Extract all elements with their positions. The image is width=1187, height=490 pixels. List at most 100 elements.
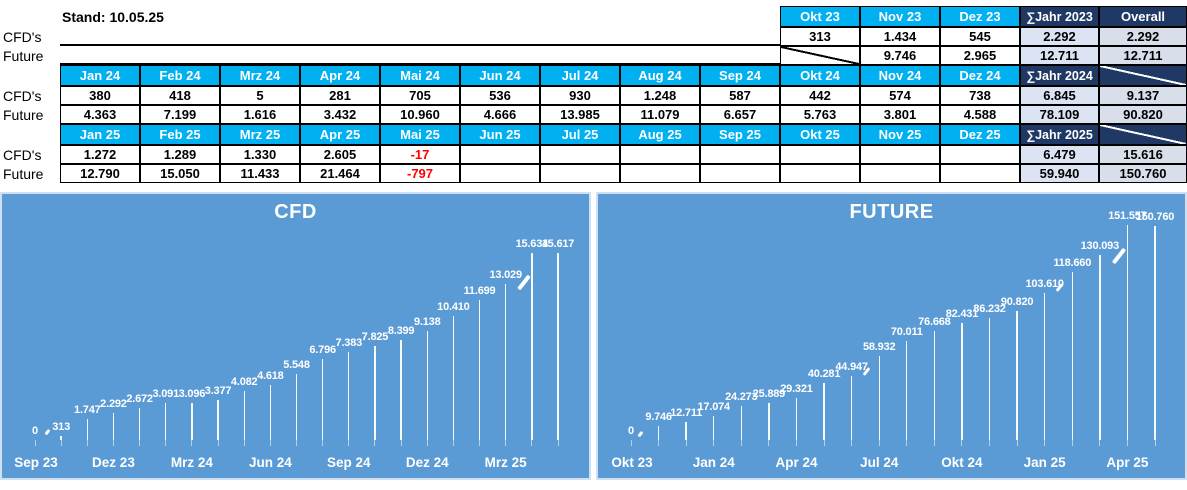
overall-value-cell[interactable]: 9.137: [1099, 86, 1187, 105]
cfd-row-label[interactable]: CFD's: [0, 145, 60, 164]
value-cell[interactable]: 7.199: [140, 105, 220, 124]
month-header-cell[interactable]: Jan 25: [60, 124, 140, 145]
overall-value-cell[interactable]: 150.760: [1099, 164, 1187, 183]
value-cell[interactable]: 4.363: [60, 105, 140, 124]
value-cell[interactable]: [780, 164, 860, 183]
month-header-cell[interactable]: Sep 24: [700, 65, 780, 86]
cfd-row-label[interactable]: CFD's: [0, 27, 60, 46]
sum-value-cell[interactable]: 78.109: [1020, 105, 1099, 124]
month-header-cell[interactable]: Nov 23: [860, 6, 940, 27]
value-cell[interactable]: [700, 145, 780, 164]
value-cell[interactable]: [780, 145, 860, 164]
value-cell[interactable]: -797: [380, 164, 460, 183]
value-cell[interactable]: 738: [940, 86, 1020, 105]
overall-header-cell[interactable]: Overall: [1099, 6, 1187, 27]
value-cell[interactable]: 9.746: [860, 46, 940, 65]
month-header-cell[interactable]: Jan 24: [60, 65, 140, 86]
value-cell[interactable]: [700, 164, 780, 183]
value-cell[interactable]: 12.790: [60, 164, 140, 183]
overall-header-diagonal-cell[interactable]: [1099, 65, 1187, 86]
value-cell[interactable]: [860, 164, 940, 183]
month-header-cell[interactable]: Dez 23: [940, 6, 1020, 27]
month-header-cell[interactable]: Mai 24: [380, 65, 460, 86]
value-cell[interactable]: 587: [700, 86, 780, 105]
value-cell[interactable]: 380: [60, 86, 140, 105]
month-header-cell[interactable]: Aug 24: [620, 65, 700, 86]
value-cell[interactable]: 442: [780, 86, 860, 105]
value-cell[interactable]: [940, 164, 1020, 183]
value-cell[interactable]: 313: [780, 27, 860, 46]
future-chart-panel[interactable]: FUTURE 0 9.746 12.711 17.074 24.273 25.889 29.…: [596, 192, 1187, 480]
value-cell[interactable]: 10.960: [380, 105, 460, 124]
cfd-row-label[interactable]: CFD's: [0, 86, 60, 105]
value-cell[interactable]: 930: [540, 86, 620, 105]
value-cell[interactable]: [620, 145, 700, 164]
future-row-label[interactable]: Future: [0, 105, 60, 124]
value-cell[interactable]: 418: [140, 86, 220, 105]
value-cell[interactable]: 281: [300, 86, 380, 105]
month-header-cell[interactable]: Dez 24: [940, 65, 1020, 86]
future-row-label[interactable]: Future: [0, 46, 60, 65]
value-cell[interactable]: 6.657: [700, 105, 780, 124]
value-cell[interactable]: 11.433: [220, 164, 300, 183]
overall-value-cell[interactable]: 90.820: [1099, 105, 1187, 124]
sum-value-cell[interactable]: 59.940: [1020, 164, 1099, 183]
value-cell[interactable]: -17: [380, 145, 460, 164]
sum-value-cell[interactable]: 6.479: [1020, 145, 1099, 164]
value-cell[interactable]: 2.965: [940, 46, 1020, 65]
value-cell[interactable]: 5: [220, 86, 300, 105]
value-cell[interactable]: 15.050: [140, 164, 220, 183]
month-header-cell[interactable]: Sep 25: [700, 124, 780, 145]
value-cell[interactable]: [540, 164, 620, 183]
month-header-cell[interactable]: Jul 25: [540, 124, 620, 145]
value-cell[interactable]: 5.763: [780, 105, 860, 124]
value-cell[interactable]: 13.985: [540, 105, 620, 124]
value-cell[interactable]: 21.464: [300, 164, 380, 183]
value-cell[interactable]: 2.605: [300, 145, 380, 164]
month-header-cell[interactable]: Aug 25: [620, 124, 700, 145]
overall-header-diagonal-cell[interactable]: [1099, 124, 1187, 145]
month-header-cell[interactable]: Okt 25: [780, 124, 860, 145]
value-cell[interactable]: [940, 145, 1020, 164]
value-cell[interactable]: 11.079: [620, 105, 700, 124]
sum-value-cell[interactable]: 2.292: [1020, 27, 1099, 46]
month-header-cell[interactable]: Nov 25: [860, 124, 940, 145]
month-header-cell[interactable]: Nov 24: [860, 65, 940, 86]
month-header-cell[interactable]: Mrz 24: [220, 65, 300, 86]
value-cell[interactable]: 1.330: [220, 145, 300, 164]
value-cell[interactable]: 536: [460, 86, 540, 105]
overall-value-cell[interactable]: 12.711: [1099, 46, 1187, 65]
value-cell[interactable]: 705: [380, 86, 460, 105]
sum-header-cell[interactable]: ∑Jahr 2023: [1020, 6, 1099, 27]
value-cell[interactable]: 545: [940, 27, 1020, 46]
stand-cell[interactable]: Stand: 10.05.25: [60, 6, 780, 27]
month-header-cell[interactable]: Apr 24: [300, 65, 380, 86]
value-cell[interactable]: [460, 145, 540, 164]
month-header-cell[interactable]: Jul 24: [540, 65, 620, 86]
value-cell[interactable]: 1.434: [860, 27, 940, 46]
sum-header-cell[interactable]: ∑Jahr 2025: [1020, 124, 1099, 145]
cfd-chart-panel[interactable]: CFD 0 313 1.747 2.292 2.672 3.091 3.096 3.377 4.…: [0, 192, 591, 480]
month-header-cell[interactable]: Feb 25: [140, 124, 220, 145]
month-header-cell[interactable]: Feb 24: [140, 65, 220, 86]
month-header-cell[interactable]: Mai 25: [380, 124, 460, 145]
value-cell[interactable]: 4.588: [940, 105, 1020, 124]
overall-value-cell[interactable]: 2.292: [1099, 27, 1187, 46]
month-header-cell[interactable]: Apr 25: [300, 124, 380, 145]
value-cell[interactable]: 3.801: [860, 105, 940, 124]
overall-value-cell[interactable]: 15.616: [1099, 145, 1187, 164]
value-cell[interactable]: [540, 145, 620, 164]
value-cell[interactable]: 1.616: [220, 105, 300, 124]
value-cell[interactable]: [860, 145, 940, 164]
value-cell[interactable]: 1.248: [620, 86, 700, 105]
month-header-cell[interactable]: Dez 25: [940, 124, 1020, 145]
sum-value-cell[interactable]: 6.845: [1020, 86, 1099, 105]
value-cell[interactable]: 3.432: [300, 105, 380, 124]
value-cell[interactable]: 1.289: [140, 145, 220, 164]
value-cell[interactable]: 574: [860, 86, 940, 105]
diagonal-cell[interactable]: [780, 46, 860, 65]
value-cell[interactable]: 4.666: [460, 105, 540, 124]
future-row-label[interactable]: Future: [0, 164, 60, 183]
month-header-cell[interactable]: Jun 24: [460, 65, 540, 86]
month-header-cell[interactable]: Mrz 25: [220, 124, 300, 145]
